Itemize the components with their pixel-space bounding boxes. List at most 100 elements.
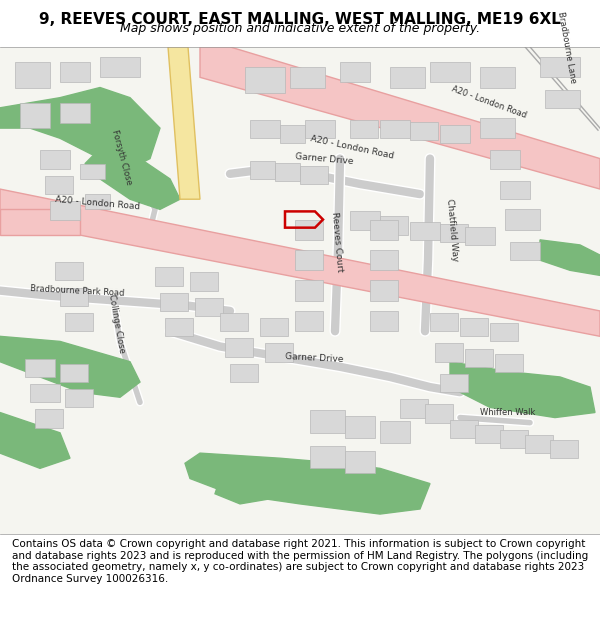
Bar — [380, 120, 410, 138]
Bar — [465, 349, 493, 367]
Bar — [440, 125, 470, 143]
Polygon shape — [540, 240, 600, 276]
Bar — [450, 419, 478, 438]
Text: Forsyth Close: Forsyth Close — [110, 129, 133, 186]
Bar — [160, 292, 188, 311]
Bar — [490, 151, 520, 169]
Bar — [430, 62, 470, 82]
Polygon shape — [200, 47, 600, 189]
Polygon shape — [0, 189, 600, 336]
Bar — [370, 219, 398, 240]
Text: Garner Drive: Garner Drive — [295, 152, 354, 166]
Bar — [500, 181, 530, 199]
Bar — [100, 57, 140, 78]
Text: 9, REEVES COURT, EAST MALLING, WEST MALLING, ME19 6XL: 9, REEVES COURT, EAST MALLING, WEST MALL… — [39, 12, 561, 27]
Bar — [40, 151, 70, 169]
Bar — [350, 120, 378, 138]
Bar — [350, 211, 380, 229]
Bar — [15, 62, 50, 88]
Bar — [425, 404, 453, 422]
Text: Contains OS data © Crown copyright and database right 2021. This information is : Contains OS data © Crown copyright and d… — [12, 539, 588, 584]
Bar — [490, 323, 518, 341]
Bar — [440, 224, 468, 242]
Bar — [260, 318, 288, 336]
Bar — [280, 125, 305, 143]
Bar — [30, 384, 60, 402]
Bar — [370, 250, 398, 270]
Bar — [295, 219, 323, 240]
Polygon shape — [215, 479, 270, 504]
Bar — [20, 102, 50, 128]
Bar — [195, 298, 223, 316]
Bar — [190, 272, 218, 291]
Text: Bradbourne Park Road: Bradbourne Park Road — [30, 284, 125, 298]
Bar — [25, 359, 55, 377]
Bar — [380, 421, 410, 443]
Bar — [480, 67, 515, 88]
Bar — [510, 242, 540, 260]
Bar — [305, 120, 335, 138]
Bar — [480, 118, 515, 138]
Text: Collinge Close: Collinge Close — [107, 293, 126, 354]
Bar — [245, 67, 285, 92]
Bar — [55, 262, 83, 281]
Bar — [165, 318, 193, 336]
Bar — [340, 62, 370, 82]
Bar — [60, 288, 88, 306]
Text: Chatfield Way: Chatfield Way — [445, 199, 460, 262]
Text: Garner Drive: Garner Drive — [285, 352, 344, 364]
Text: A20 - London Road: A20 - London Road — [310, 134, 395, 161]
Bar — [410, 122, 438, 140]
Text: Whiffen Walk: Whiffen Walk — [480, 408, 535, 416]
Bar — [295, 311, 323, 331]
Bar — [290, 67, 325, 88]
Bar — [295, 281, 323, 301]
Bar — [495, 354, 523, 372]
Polygon shape — [0, 412, 70, 468]
Bar — [370, 281, 398, 301]
Bar — [400, 399, 428, 418]
Bar — [250, 161, 275, 179]
Bar — [225, 338, 253, 357]
Bar — [475, 425, 503, 443]
Bar — [500, 430, 528, 448]
Polygon shape — [0, 336, 140, 398]
Bar — [390, 67, 425, 88]
Polygon shape — [85, 148, 180, 209]
Bar — [265, 344, 293, 362]
Bar — [45, 176, 73, 194]
Bar — [410, 221, 440, 240]
Text: Map shows position and indicative extent of the property.: Map shows position and indicative extent… — [120, 22, 480, 35]
Bar — [300, 166, 328, 184]
Bar — [60, 364, 88, 382]
Bar — [310, 446, 345, 468]
Bar — [430, 313, 458, 331]
Bar — [460, 318, 488, 336]
Bar — [505, 209, 540, 229]
Bar — [35, 409, 63, 428]
Bar — [370, 311, 398, 331]
Bar — [250, 120, 280, 138]
Bar — [465, 227, 495, 245]
Polygon shape — [185, 453, 430, 514]
Text: Reeves Court: Reeves Court — [330, 211, 344, 272]
Bar — [345, 451, 375, 474]
Bar — [155, 268, 183, 286]
Polygon shape — [168, 47, 200, 199]
Bar — [310, 411, 345, 432]
Bar — [435, 344, 463, 362]
Bar — [540, 57, 580, 78]
Bar — [380, 216, 408, 235]
Bar — [550, 440, 578, 458]
Text: A20 - London Road: A20 - London Road — [450, 84, 527, 120]
Bar — [65, 313, 93, 331]
Bar — [545, 89, 580, 107]
Bar — [230, 364, 258, 382]
Bar — [60, 102, 90, 123]
Bar — [65, 389, 93, 408]
Bar — [50, 201, 80, 219]
Bar — [440, 374, 468, 392]
Text: A20 - London Road: A20 - London Road — [55, 195, 140, 211]
Bar — [525, 435, 553, 453]
Bar — [80, 164, 105, 179]
